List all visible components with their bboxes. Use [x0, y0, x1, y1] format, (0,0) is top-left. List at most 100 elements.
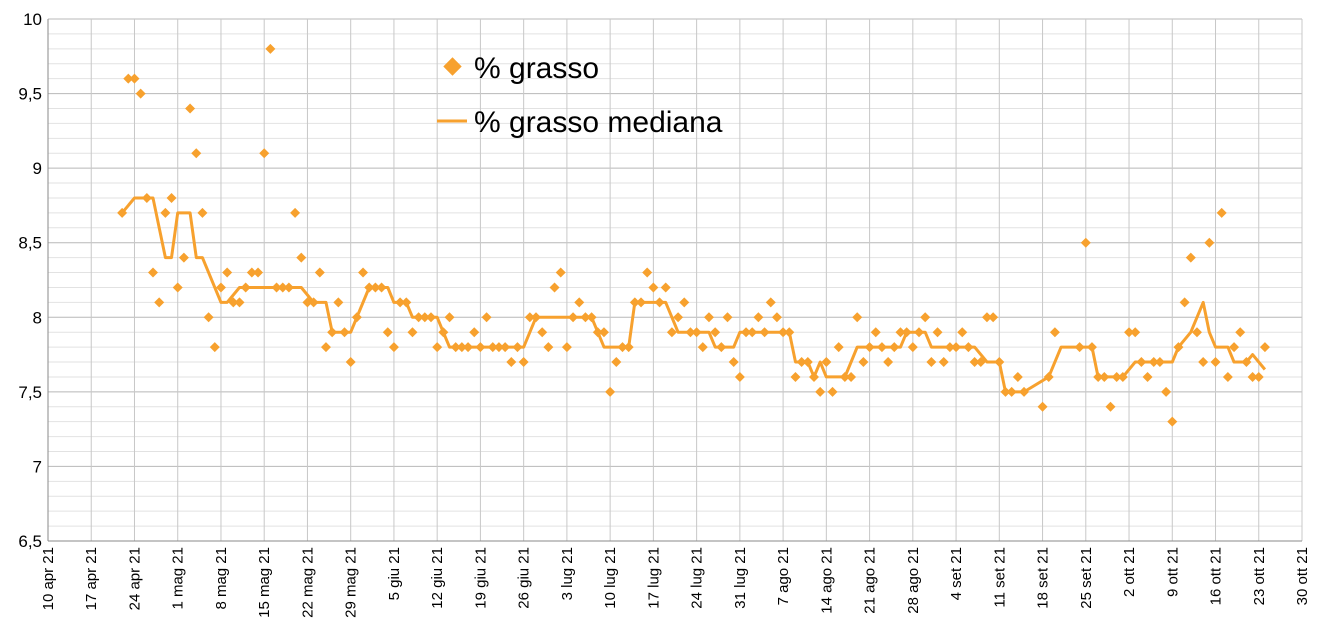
legend-label-grasso-mediana: % grasso mediana: [474, 106, 723, 139]
data-point: [314, 267, 325, 278]
data-point: [129, 73, 140, 84]
data-point: [636, 297, 647, 308]
data-point: [926, 357, 937, 368]
data-point: [1235, 327, 1246, 338]
data-point: [209, 342, 220, 353]
x-tick-label: 15 mag 21: [256, 547, 273, 618]
data-point: [117, 207, 128, 218]
data-point: [1253, 371, 1264, 382]
data-point: [605, 386, 616, 397]
data-point: [561, 342, 572, 353]
data-point: [469, 327, 480, 338]
data-point: [660, 282, 671, 293]
data-point: [1049, 327, 1060, 338]
data-point: [141, 192, 152, 203]
data-point: [1216, 207, 1227, 218]
data-point: [951, 342, 962, 353]
data-point: [1179, 297, 1190, 308]
axes: [47, 19, 1302, 542]
y-tick-label: 7: [33, 457, 42, 476]
data-point: [419, 312, 430, 323]
data-point: [191, 148, 202, 159]
x-tick-label: 26 giu 21: [516, 547, 533, 609]
data-point: [673, 312, 684, 323]
data-point: [1198, 357, 1209, 368]
data-point: [691, 327, 702, 338]
x-tick-label: 10 apr 21: [40, 547, 57, 610]
data-point: [598, 327, 609, 338]
data-point: [580, 312, 591, 323]
data-point: [549, 282, 560, 293]
data-point: [1117, 371, 1128, 382]
data-point: [617, 342, 628, 353]
data-point: [543, 342, 554, 353]
data-point: [722, 312, 733, 323]
data-point: [259, 148, 270, 159]
x-tick-label: 19 giu 21: [472, 547, 489, 609]
data-point: [870, 327, 881, 338]
data-point: [271, 282, 282, 293]
data-point: [629, 297, 640, 308]
data-point: [290, 207, 301, 218]
x-tick-label: 5 giu 21: [386, 547, 403, 600]
x-tick-label: 31 lug 21: [732, 547, 749, 609]
data-point: [432, 342, 443, 353]
data-point: [1086, 342, 1097, 353]
series-median-line: [120, 196, 1267, 394]
data-point: [327, 327, 338, 338]
data-point: [1099, 371, 1110, 382]
data-point: [166, 192, 177, 203]
data-point: [1124, 327, 1135, 338]
data-point: [240, 282, 251, 293]
data-point: [1154, 357, 1165, 368]
y-tick-label: 8,5: [18, 234, 42, 253]
x-tick-label: 30 ott 21: [1294, 547, 1311, 605]
data-point: [283, 282, 294, 293]
data-point: [883, 357, 894, 368]
data-point: [531, 312, 542, 323]
x-tick-label: 4 set 21: [948, 547, 965, 600]
data-point: [537, 327, 548, 338]
data-point: [821, 357, 832, 368]
data-point: [376, 282, 387, 293]
data-point: [858, 357, 869, 368]
data-point: [370, 282, 381, 293]
data-point: [524, 312, 535, 323]
data-point: [778, 327, 789, 338]
data-point: [1130, 327, 1141, 338]
x-tick-label: 22 mag 21: [299, 547, 316, 618]
x-tick-label: 1 mag 21: [170, 547, 187, 610]
data-point: [438, 327, 449, 338]
grid-lines: [47, 18, 1303, 542]
data-point: [154, 297, 165, 308]
data-point: [944, 342, 955, 353]
x-tick-label: 12 giu 21: [429, 547, 446, 609]
data-point: [642, 267, 653, 278]
data-point: [648, 282, 659, 293]
data-point: [568, 312, 579, 323]
data-point: [407, 327, 418, 338]
data-point: [197, 207, 208, 218]
data-point: [981, 312, 992, 323]
y-tick-label: 6,5: [18, 532, 42, 551]
data-point: [1185, 252, 1196, 263]
data-point: [339, 327, 350, 338]
x-tick-label: 23 ott 21: [1251, 547, 1268, 605]
data-point: [1191, 327, 1202, 338]
data-point: [1037, 401, 1048, 412]
data-point: [135, 88, 146, 99]
y-tick-label: 7,5: [18, 383, 42, 402]
x-tick-label: 24 lug 21: [689, 547, 706, 609]
data-point: [450, 342, 461, 353]
data-point: [864, 342, 875, 353]
data-point: [932, 327, 943, 338]
data-point: [1161, 386, 1172, 397]
x-tick-label: 8 mag 21: [213, 547, 230, 610]
data-point: [512, 342, 523, 353]
data-point: [160, 207, 171, 218]
data-point: [1006, 386, 1017, 397]
data-point: [1247, 371, 1258, 382]
data-point: [1043, 371, 1054, 382]
x-tick-label: 3 lug 21: [559, 547, 576, 600]
